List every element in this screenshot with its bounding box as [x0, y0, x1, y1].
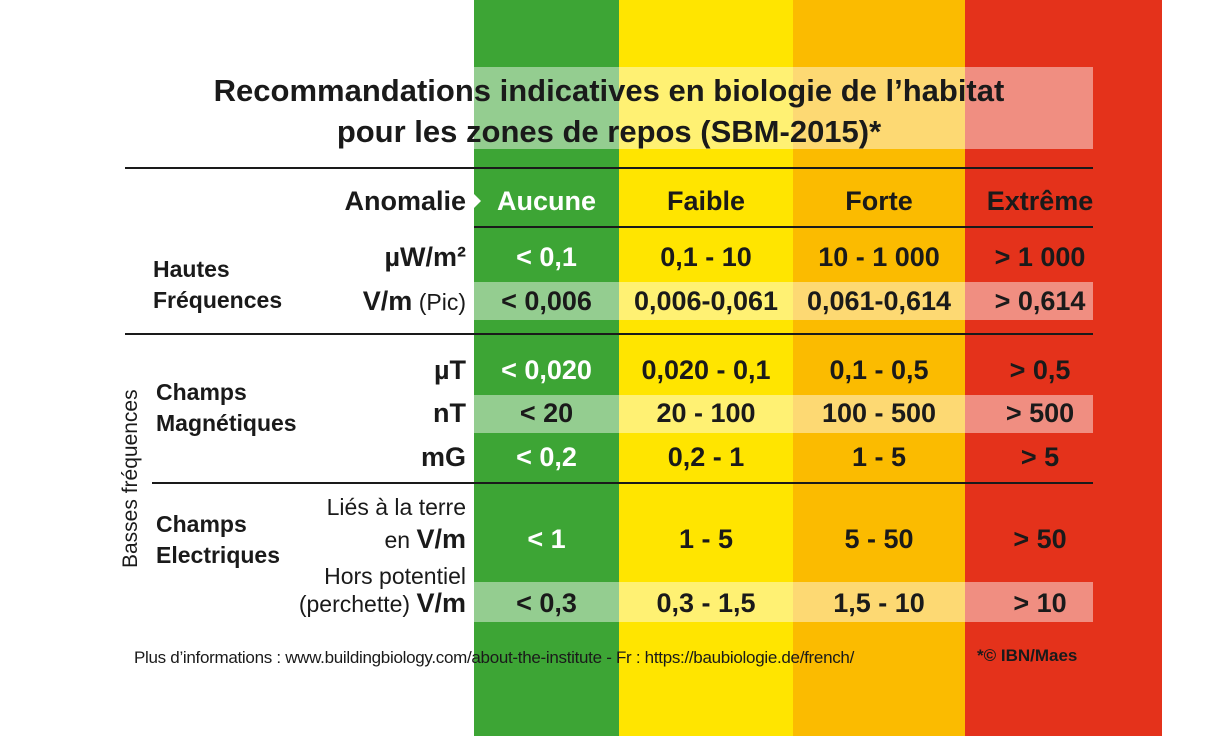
page-title-line2: pour les zones de repos (SBM-2015)*: [336, 114, 882, 149]
cell-mag-ut-forte: 0,1 - 0,5: [829, 355, 929, 385]
cell-elec-terre-faible: 1 - 5: [678, 524, 734, 554]
basses-frequences-label: Basses fréquences: [119, 389, 142, 568]
band-aucune: [474, 0, 619, 736]
hf-label-line1: Hautes: [153, 256, 230, 282]
unit-uw-m2: µW/m²: [384, 242, 466, 272]
cell-elec-terre-aucune: < 1: [527, 524, 566, 554]
cell-mag-ut-aucune: < 0,020: [501, 355, 592, 385]
footer-copyright: *© IBN/Maes: [977, 646, 1078, 665]
hf-label: Hautes Fréquences: [153, 254, 282, 316]
row-highlight-hors-potentiel: [474, 582, 1093, 622]
rule-after-hf: [125, 333, 1093, 335]
unit-lies-terre-unit: V/m: [416, 524, 466, 554]
unit-ut: µT: [433, 355, 466, 385]
mag-label-line1: Champs: [156, 379, 247, 405]
cell-mag-nt-extreme: > 500: [1005, 398, 1075, 428]
cell-hf-uw-forte: 10 - 1 000: [818, 242, 940, 272]
row-highlight-vm-pic: [474, 282, 1093, 320]
unit-hors-potentiel-line2: (perchette) V/m: [299, 588, 466, 619]
unit-vm-pic: V/m (Pic): [363, 286, 466, 317]
cell-mag-mg-forte: 1 - 5: [851, 442, 907, 472]
cell-mag-nt-forte: 100 - 500: [821, 398, 937, 428]
cell-elec-terre-extreme: > 50: [1013, 524, 1067, 554]
unit-nt: nT: [433, 398, 466, 428]
cell-elec-terre-forte: 5 - 50: [844, 524, 914, 554]
elec-label-line2: Electriques: [156, 542, 280, 568]
unit-hors-potentiel-line1: Hors potentiel: [324, 563, 466, 589]
mag-label: Champs Magnétiques: [156, 377, 297, 439]
elec-label: Champs Electriques: [156, 509, 280, 571]
elec-label-line1: Champs: [156, 511, 247, 537]
rule-header-underline: [474, 226, 1093, 228]
anomalie-label: Anomalie: [344, 186, 466, 216]
level-header-faible: Faible: [666, 186, 746, 216]
unit-lies-terre-line2: en V/m: [384, 524, 466, 555]
band-faible: [619, 0, 793, 736]
cell-hf-vm-faible: 0,006-0,061: [633, 286, 779, 316]
cell-hf-uw-aucune: < 0,1: [516, 242, 577, 272]
unit-vm-pic-note: (Pic): [412, 289, 466, 315]
anomalie-arrow-icon: [474, 194, 481, 208]
level-header-aucune: Aucune: [496, 186, 596, 216]
cell-elec-hors-aucune: < 0,3: [516, 588, 577, 618]
hf-label-line2: Fréquences: [153, 287, 283, 313]
unit-hors-potentiel-prefix: (perchette): [298, 591, 417, 617]
level-header-forte: Forte: [845, 186, 913, 216]
cell-elec-hors-extreme: > 10: [1013, 588, 1067, 618]
cell-elec-hors-forte: 1,5 - 10: [833, 588, 925, 618]
cell-mag-ut-extreme: > 0,5: [1009, 355, 1071, 385]
cell-mag-ut-faible: 0,020 - 0,1: [641, 355, 771, 385]
unit-vm-pic-unit: V/m: [362, 286, 413, 316]
rule-top: [125, 167, 1093, 169]
unit-hors-potentiel-unit: V/m: [416, 588, 466, 618]
unit-lies-terre-line1: Liés à la terre: [326, 494, 466, 520]
cell-mag-mg-aucune: < 0,2: [516, 442, 577, 472]
level-header-extreme: Extrême: [986, 186, 1094, 216]
cell-hf-uw-faible: 0,1 - 10: [660, 242, 752, 272]
mag-label-line2: Magnétiques: [156, 410, 297, 436]
page-title-line1: Recommandations indicatives en biologie …: [213, 73, 1005, 108]
cell-elec-hors-faible: 0,3 - 1,5: [656, 588, 756, 618]
cell-hf-uw-extreme: > 1 000: [994, 242, 1086, 272]
cell-mag-nt-faible: 20 - 100: [656, 398, 756, 428]
cell-mag-mg-faible: 0,2 - 1: [667, 442, 745, 472]
rule-after-mag: [152, 482, 1093, 484]
unit-lies-terre-prefix: en: [384, 527, 417, 553]
band-forte: [793, 0, 965, 736]
cell-hf-vm-aucune: < 0,006: [501, 286, 592, 316]
title-highlight: [474, 67, 1093, 149]
unit-mg: mG: [420, 442, 466, 472]
cell-mag-nt-aucune: < 20: [519, 398, 574, 428]
cell-mag-mg-extreme: > 5: [1020, 442, 1060, 472]
band-extreme: [965, 0, 1162, 736]
cell-hf-vm-forte: 0,061-0,614: [806, 286, 952, 316]
footer-info: Plus d’informations : www.buildingbiolog…: [134, 648, 855, 667]
row-highlight-nt: [474, 395, 1093, 433]
cell-hf-vm-extreme: > 0,614: [994, 286, 1086, 316]
